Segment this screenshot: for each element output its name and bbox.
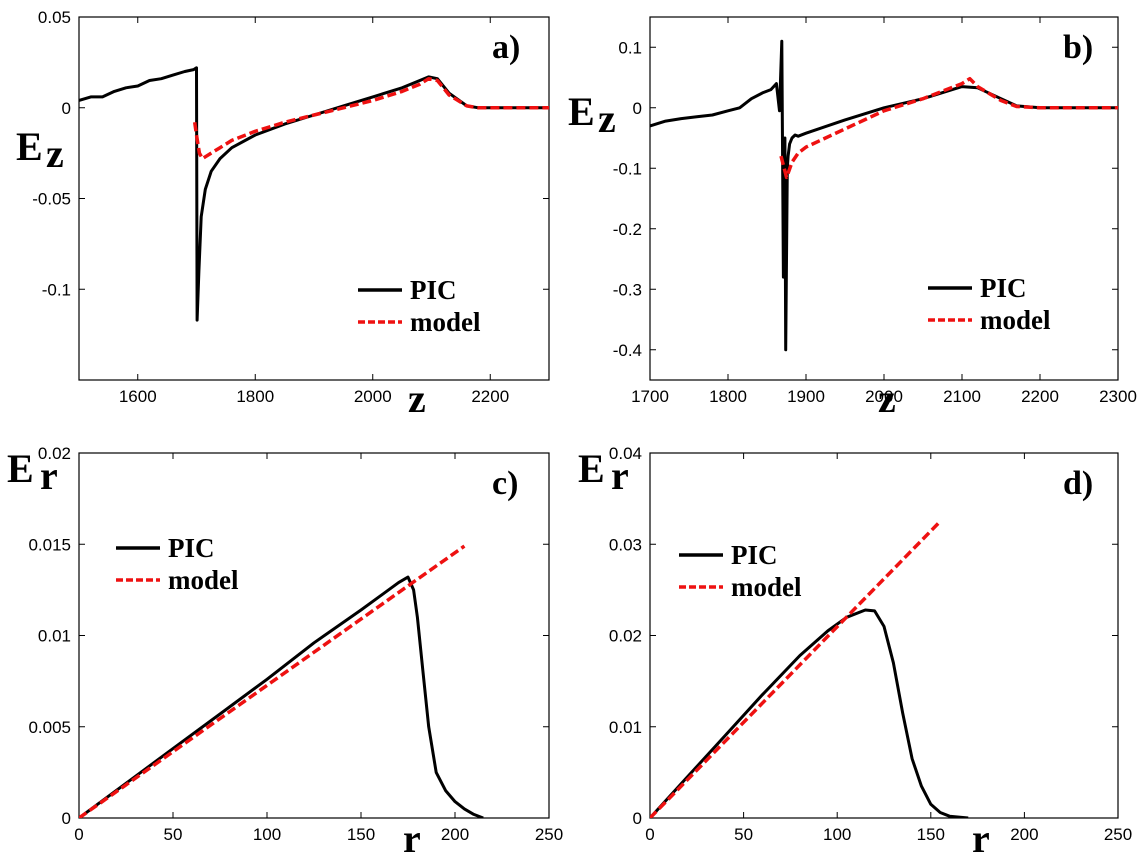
x-tick-label: 0 [74,825,83,844]
x-tick-label: 2200 [471,387,509,406]
x-tick-label: 250 [535,825,563,844]
y-tick-label: 0.04 [609,444,642,463]
y-tick-label: -0.1 [613,159,642,178]
y-axis-label-subscript: z [598,96,616,141]
panel-label: c) [492,465,518,502]
panel-label: d) [1063,465,1093,502]
y-tick-label: 0.01 [38,627,71,646]
x-tick-label: 200 [1010,825,1038,844]
x-tick-label: 2100 [943,387,981,406]
legend-label-model: model [410,307,481,337]
y-tick-label: 0.015 [28,535,71,554]
x-tick-label: 1700 [631,387,669,406]
y-axis-label-subscript: r [611,453,629,498]
legend-label-pic: PIC [731,540,778,570]
legend-label-pic: PIC [168,533,215,563]
x-axis-label: z [878,376,896,421]
x-tick-label: 1600 [119,387,157,406]
y-axis-label: E [568,89,595,134]
series-line-pic [79,66,549,322]
series-line-pic [79,575,484,818]
y-tick-label: -0.2 [613,220,642,239]
legend-label-model: model [731,572,802,602]
y-axis-label-subscript: r [40,453,58,498]
x-tick-label: 250 [1104,825,1132,844]
panel-label: b) [1063,29,1093,66]
series-line-model [779,76,1118,180]
y-tick-label: -0.05 [32,190,71,209]
x-tick-label: 150 [917,825,945,844]
y-tick-label: 0.05 [38,8,71,27]
legend-label-model: model [168,565,239,595]
y-tick-label: 0 [633,99,642,118]
x-tick-label: 100 [823,825,851,844]
y-axis-label: E [578,446,605,491]
y-axis-label: E [7,446,34,491]
legend-label-pic: PIC [980,273,1027,303]
legend-label-pic: PIC [410,275,457,305]
y-axis-label-subscript: z [46,131,64,176]
y-tick-label: 0.02 [609,627,642,646]
y-tick-label: 0 [62,99,71,118]
x-tick-label: 0 [645,825,654,844]
y-tick-label: 0.01 [609,718,642,737]
x-tick-label: 100 [253,825,281,844]
y-tick-label: -0.4 [613,341,642,360]
x-tick-label: 2000 [865,387,903,406]
y-tick-label: 0.005 [28,718,71,737]
chart-panel-b: 1700 1800 1900 2000 2100 2200 2300 -0.4 -0.3 -0.2… [568,16,1137,421]
y-axis-label: E [16,124,43,169]
x-axis-label: z [408,376,426,421]
series-line-model [650,520,942,818]
y-tick-label: 0.1 [618,38,642,57]
x-tick-label: 50 [164,825,183,844]
plot-frame [78,452,550,819]
x-tick-label: 1900 [787,387,825,406]
plot-frame [649,452,1119,819]
x-axis-label: r [972,816,990,856]
y-tick-label: 0 [633,809,642,828]
x-tick-label: 200 [441,825,469,844]
x-tick-label: 2300 [1099,387,1137,406]
x-tick-label: 50 [734,825,753,844]
x-tick-label: 2200 [1021,387,1059,406]
y-tick-label: 0.03 [609,535,642,554]
x-tick-label: 150 [347,825,375,844]
series-line-model [79,544,466,818]
legend-label-model: model [980,305,1051,335]
x-axis-label: r [403,816,421,856]
panel-label: a) [492,29,520,66]
y-tick-label: -0.3 [613,280,642,299]
series-line-model [192,76,549,161]
x-tick-label: 1800 [236,387,274,406]
y-tick-label: 0 [62,809,71,828]
x-tick-label: 2000 [354,387,392,406]
x-tick-label: 1800 [709,387,747,406]
y-tick-label: -0.1 [42,280,71,299]
series-line-pic [650,39,1118,352]
y-tick-label: 0.02 [38,444,71,463]
series-line-pic [650,608,969,818]
